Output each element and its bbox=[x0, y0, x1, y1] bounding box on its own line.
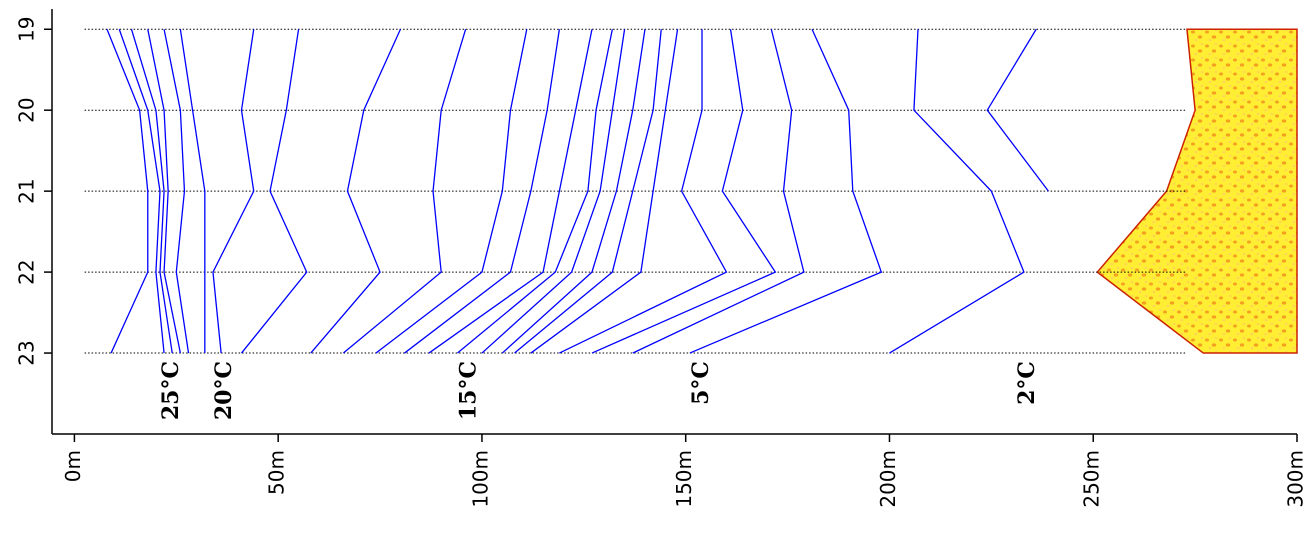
contour-line bbox=[689, 28, 883, 354]
contour-line bbox=[514, 29, 662, 354]
x-tick-label: 50m bbox=[265, 450, 289, 495]
contour-line bbox=[240, 29, 308, 354]
y-tick-label: 19 bbox=[15, 17, 39, 42]
contour-label: 5°C bbox=[688, 361, 714, 405]
y-tick-label: 22 bbox=[15, 259, 39, 284]
x-tick-label: 300m bbox=[1284, 450, 1308, 508]
contour-label: 20°C bbox=[211, 361, 237, 420]
x-tick-label: 200m bbox=[876, 450, 900, 508]
contour-label: 15°C bbox=[456, 361, 482, 420]
contour-line bbox=[163, 29, 190, 354]
contour-line bbox=[179, 29, 206, 354]
contour-line bbox=[986, 28, 1049, 192]
contour-line bbox=[342, 29, 467, 354]
contour-label: 25°C bbox=[158, 361, 184, 420]
y-tick-label: 21 bbox=[15, 178, 39, 203]
contour-line bbox=[530, 29, 679, 354]
contour-line bbox=[118, 29, 165, 354]
y-tick-label: 20 bbox=[15, 97, 39, 122]
contour-line bbox=[457, 29, 613, 354]
x-tick-label: 100m bbox=[468, 450, 492, 508]
contour-line bbox=[481, 29, 626, 354]
contour-line bbox=[559, 29, 728, 354]
contour-label: 2°C bbox=[1014, 361, 1040, 405]
contour-line bbox=[147, 29, 182, 354]
contour-line bbox=[310, 28, 402, 354]
contour-line bbox=[501, 29, 646, 354]
contour-line bbox=[212, 29, 255, 354]
x-tick-label: 0m bbox=[61, 450, 85, 482]
y-tick-label: 23 bbox=[15, 340, 39, 365]
contour-line bbox=[130, 29, 173, 354]
contour-line bbox=[632, 29, 805, 354]
contour-line bbox=[591, 29, 777, 354]
bottom-profile bbox=[1096, 28, 1298, 354]
contour-line bbox=[106, 28, 149, 354]
x-tick-label: 250m bbox=[1080, 450, 1104, 508]
contour-line bbox=[404, 29, 561, 354]
x-tick-label: 150m bbox=[672, 450, 696, 508]
contour-line bbox=[428, 29, 593, 354]
contour-line bbox=[889, 29, 1025, 354]
contour-line bbox=[375, 29, 528, 354]
